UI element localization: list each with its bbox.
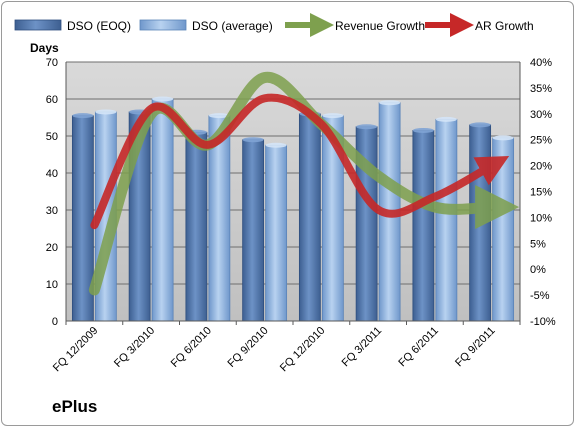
bar-cap (265, 142, 287, 148)
legend: DSO (EOQ) DSO (average) Revenue Growth AR G… (14, 13, 534, 37)
y2-tick-label: 40% (530, 57, 552, 69)
legend-label: AR Growth (475, 19, 534, 33)
legend-item: DSO (EOQ) (14, 19, 131, 33)
bar-dso-average (151, 98, 174, 322)
legend-label: Revenue Growth (335, 19, 425, 33)
bar-dso-eoq (298, 113, 321, 322)
x-tick-label: FQ 3/2011 (340, 325, 385, 370)
x-tick-label: FQ 6/2011 (396, 325, 441, 370)
y2-tick-label: 20% (530, 161, 552, 173)
x-tick-label: FQ 3/2010 (112, 325, 157, 370)
x-tick-label: FQ 12/2009 (51, 325, 101, 375)
y2-tick-label: -5% (530, 290, 550, 302)
bar-cap (469, 122, 491, 128)
legend-item: Revenue Growth (285, 13, 425, 37)
y2-tick-label: -10% (530, 316, 556, 328)
legend-label: DSO (EOQ) (67, 19, 131, 33)
bar-cap (95, 109, 117, 115)
legend-item: DSO (average) (139, 19, 273, 33)
y-tick-label: 50 (46, 131, 58, 143)
bar-dso-average (492, 137, 515, 322)
x-tick-label: FQ 9/2011 (453, 325, 498, 370)
bar-cap (435, 116, 457, 122)
bar-cap (208, 113, 230, 119)
x-tick-label: FQ 12/2010 (278, 325, 328, 375)
bar-dso-eoq (242, 139, 265, 322)
y-tick-label: 10 (46, 279, 58, 291)
bar-dso-average (265, 144, 288, 322)
y-tick-label: 70 (46, 57, 58, 69)
bar-cap (356, 124, 378, 130)
y-tick-label: 20 (46, 242, 58, 254)
y-tick-label: 60 (46, 94, 58, 106)
y-axis-title: Days (30, 41, 59, 55)
bar-dso-eoq (412, 130, 435, 322)
y2-tick-label: 25% (530, 135, 552, 147)
bar-cap (242, 137, 264, 143)
y2-tick-label: 0% (530, 264, 546, 276)
bar-dso-average (435, 118, 458, 322)
y-tick-label: 30 (46, 205, 58, 217)
y2-tick-label: 15% (530, 187, 552, 199)
y-tick-label: 40 (46, 168, 58, 180)
bar-cap (379, 100, 401, 106)
y2-tick-label: 35% (530, 83, 552, 95)
y2-tick-label: 30% (530, 109, 552, 121)
legend-item: AR Growth (425, 13, 534, 37)
y2-tick-label: 5% (530, 238, 546, 250)
bar-dso-eoq (185, 131, 208, 322)
revenue-growth-line (88, 72, 520, 296)
legend-label: DSO (average) (192, 19, 273, 33)
axes (65, 62, 521, 325)
legend-swatch (139, 19, 187, 31)
bar-dso-eoq (469, 124, 492, 322)
bar-cap (72, 113, 94, 119)
growth-lines (88, 72, 520, 296)
bar-cap (322, 113, 344, 119)
bar-cap (152, 96, 174, 102)
bar-cap (412, 127, 434, 133)
y2-tick-label: 10% (530, 212, 552, 224)
x-tick-label: FQ 9/2010 (226, 325, 271, 370)
brand-label: ePlus (52, 397, 98, 416)
legend-swatch (14, 19, 62, 31)
ar-growth-line (90, 93, 510, 230)
y-tick-label: 0 (52, 316, 58, 328)
x-tick-label: FQ 6/2010 (169, 325, 214, 370)
bar-cap (492, 135, 514, 141)
